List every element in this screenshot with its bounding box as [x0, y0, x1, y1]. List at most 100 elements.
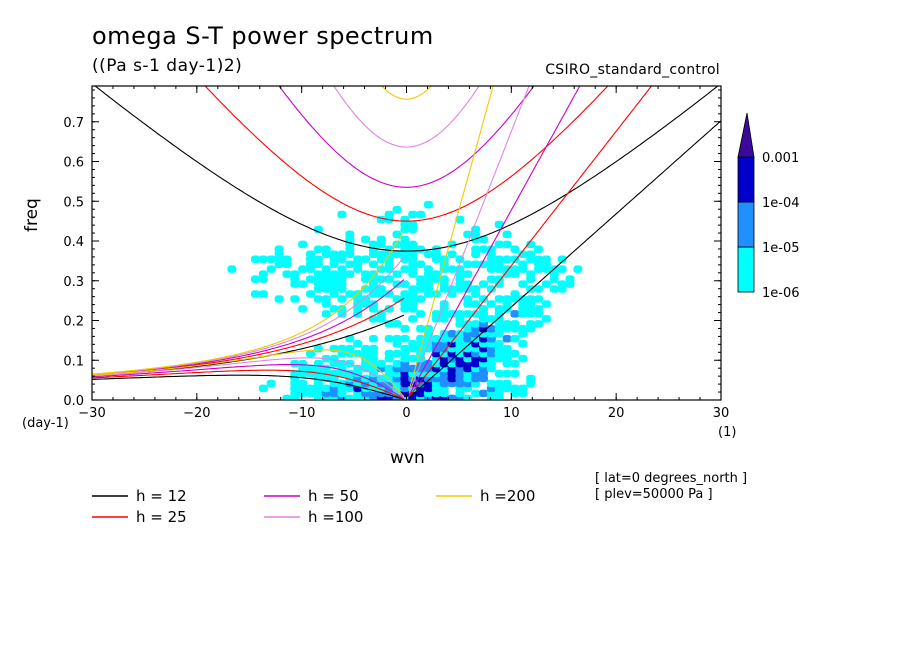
field-cell: [486, 300, 496, 308]
field-cell: [510, 334, 520, 343]
legend: h = 12 h = 25 h = 50 h =100 h =200: [92, 487, 535, 526]
field-cell: [392, 230, 402, 239]
field-cell: [384, 290, 394, 298]
field-cell: [376, 310, 386, 318]
field-cell: [353, 255, 363, 263]
field-cell: [298, 305, 308, 313]
field-cell: [494, 275, 504, 283]
field-cell: [526, 250, 536, 259]
field-cell: [518, 260, 528, 268]
field-cell: [258, 290, 268, 298]
field-cell: [368, 240, 378, 249]
field-cell: [392, 295, 402, 303]
colorbar-level-label: 1e-05: [762, 241, 800, 256]
field-cell: [392, 280, 402, 288]
field-cell: [266, 379, 276, 388]
dispersion-curve-h100-ig: [333, 86, 480, 148]
field-cell: [376, 235, 386, 244]
field-cell: [479, 389, 489, 398]
field-cell: [510, 359, 520, 368]
field-cell: [321, 265, 331, 273]
y-tick-label: 0.4: [63, 235, 84, 250]
field-cell: [534, 245, 544, 254]
field-cell: [329, 344, 339, 353]
field-cell: [502, 320, 512, 328]
field-cell: [400, 235, 410, 244]
field-cell: [526, 270, 536, 278]
x-tick-label: −20: [183, 406, 210, 421]
field-cell: [471, 389, 481, 398]
field-cell: [290, 295, 300, 303]
field-cell: [518, 354, 528, 363]
y-tick-label: 0.3: [63, 275, 84, 290]
field-cell: [408, 285, 418, 293]
y-tick-label: 0.6: [63, 156, 84, 171]
field-cell: [306, 250, 316, 259]
field-cell: [258, 384, 268, 393]
field-cell: [463, 394, 473, 400]
field-cell: [510, 265, 520, 273]
field-cell: [392, 270, 402, 278]
field-cell: [337, 295, 347, 303]
field-cell: [321, 310, 331, 318]
field-cell: [361, 235, 371, 244]
field-cell: [408, 315, 418, 323]
x-axis-unit: (1): [718, 425, 737, 440]
legend-label: h = 50: [308, 487, 359, 505]
field-cell: [345, 260, 355, 268]
field-cell: [306, 349, 316, 358]
field-cell: [439, 275, 449, 283]
field-cell: [549, 285, 559, 293]
field-cell: [423, 250, 433, 259]
field-cell: [494, 295, 504, 303]
colorbar: 1e-06 1e-05 1e-04 0.001: [737, 112, 800, 301]
field-cell: [431, 290, 441, 298]
field-cell: [541, 315, 551, 323]
field-cell: [384, 305, 394, 313]
y-tick-label: 0.1: [63, 354, 84, 369]
field-cell: [313, 344, 323, 353]
field-cell: [423, 359, 433, 368]
field-cell: [400, 280, 410, 288]
field-cell: [392, 320, 402, 328]
field-cell: [337, 250, 347, 259]
field-cell: [298, 280, 308, 288]
field-cell: [471, 245, 481, 254]
field-cell: [345, 394, 355, 400]
field-cell: [298, 265, 308, 273]
field-cell: [494, 369, 504, 378]
field-cell: [408, 220, 418, 229]
run-label: CSIRO_standard_control: [545, 62, 720, 78]
dispersion-curve-h200-ig: [380, 86, 433, 100]
field-cell: [518, 280, 528, 288]
field-cell: [306, 364, 316, 373]
field-cell: [345, 290, 355, 298]
field-cell: [384, 364, 394, 373]
colorbar-level-label: 1e-04: [762, 196, 800, 211]
field-cell: [416, 245, 426, 254]
dispersion-curve-h12-kelvin: [408, 120, 721, 399]
field-cell: [361, 344, 371, 353]
field-cell: [471, 300, 481, 308]
y-tick-label: 0.5: [63, 195, 84, 210]
field-cell: [439, 255, 449, 263]
field-cell: [479, 245, 489, 254]
field-cell: [447, 250, 457, 259]
field-cell: [353, 364, 363, 373]
field-cell: [384, 275, 394, 283]
field-cell: [306, 290, 316, 298]
y-tick-label: 0.0: [63, 394, 84, 409]
field-cell: [306, 384, 316, 393]
field-cell: [313, 245, 323, 254]
field-cell: [321, 295, 331, 303]
field-cell: [345, 270, 355, 278]
colorbar-swatch: [737, 246, 755, 293]
field-cell: [400, 215, 410, 224]
field-cell: [368, 344, 378, 353]
y-tick-label: 0.2: [63, 315, 84, 330]
meta-latitude: [ lat=0 degrees_north ]: [595, 471, 748, 486]
dispersion-curve-h50-rossby: [92, 363, 405, 399]
chart-title: omega S-T power spectrum: [92, 22, 434, 50]
field-cell: [502, 240, 512, 249]
field-cell: [510, 320, 520, 328]
